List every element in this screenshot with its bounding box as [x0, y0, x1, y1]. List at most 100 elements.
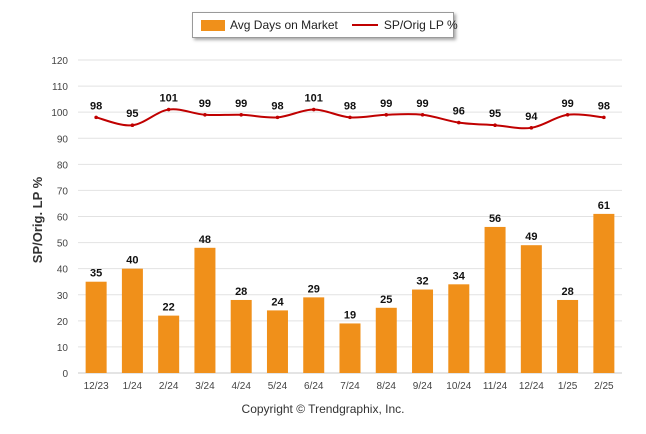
y-tick-label: 80: [57, 160, 69, 171]
line-point: [493, 123, 497, 128]
line-data-label: 99: [235, 98, 247, 110]
line-series: [94, 107, 606, 130]
bar: [266, 310, 288, 373]
x-axis-ticks: 12/23 1/24 2/24 3/24 4/24 5/24 6/24 7/24 8/24 9/2…: [84, 381, 614, 392]
x-tick-label: 2/24: [159, 381, 179, 392]
line-point: [565, 112, 570, 117]
x-tick-label: 11/24: [483, 381, 508, 392]
bar-data-label: 29: [308, 283, 320, 295]
y-tick-label: 120: [51, 56, 68, 67]
x-tick-label: 6/24: [304, 381, 324, 392]
bar-data-label: 40: [126, 255, 138, 267]
y-axis-label: SP/Orig. LP %: [30, 176, 45, 263]
bar: [158, 315, 180, 373]
line-data-label: 98: [598, 100, 610, 112]
line-data-label: 99: [199, 98, 211, 110]
bar-data-label: 56: [489, 213, 501, 225]
bar: [593, 213, 615, 373]
line-point: [203, 112, 207, 117]
bar: [85, 281, 107, 373]
line-point: [275, 115, 280, 120]
bar: [412, 289, 434, 373]
line-data-labels: 98 95 101 99 99 98 101 98 99 99 96 95 94 99 98: [90, 93, 610, 123]
legend-item-bar: Avg Days on Market: [201, 18, 338, 32]
x-tick-label: 12/24: [519, 381, 544, 392]
y-tick-label: 60: [57, 213, 69, 224]
bar-data-label: 34: [453, 270, 466, 282]
line-point: [529, 126, 534, 130]
y-tick-label: 20: [57, 317, 69, 328]
x-tick-label: 1/25: [558, 381, 578, 392]
y-axis-ticks: 0 10 20 30 40 50 60 70 80 90 100 110 120: [51, 56, 68, 380]
x-tick-label: 12/23: [84, 381, 109, 392]
x-tick-label: 7/24: [340, 381, 360, 392]
y-tick-label: 50: [57, 239, 69, 250]
legend-label-bar: Avg Days on Market: [230, 18, 338, 32]
bar: [557, 299, 579, 373]
line-data-label: 101: [305, 93, 323, 105]
x-tick-label: 5/24: [268, 381, 288, 392]
x-tick-label: 3/24: [195, 381, 215, 392]
copyright-footer: Copyright © Trendgraphix, Inc.: [241, 402, 405, 416]
bar-data-label: 28: [561, 286, 573, 298]
line-data-label: 94: [525, 111, 538, 123]
y-tick-label: 90: [57, 134, 69, 145]
bar: [375, 307, 397, 373]
line-data-label: 99: [561, 98, 573, 110]
bar: [448, 284, 470, 373]
bar-data-label: 24: [271, 296, 284, 308]
legend-label-line: SP/Orig LP %: [383, 18, 458, 32]
bar-data-label: 32: [416, 276, 428, 288]
x-tick-label: 8/24: [377, 381, 397, 392]
line-point: [384, 112, 389, 117]
legend-item-line: SP/Orig LP %: [351, 18, 458, 32]
bar-series: [85, 213, 615, 373]
line-point: [311, 107, 316, 112]
x-tick-label: 2/25: [594, 381, 614, 392]
line-data-label: 99: [380, 98, 392, 110]
line-data-label: 96: [453, 106, 465, 118]
y-tick-label: 110: [52, 82, 68, 93]
y-tick-label: 40: [57, 265, 69, 276]
x-tick-label: 9/24: [413, 381, 433, 392]
line-data-label: 98: [344, 100, 356, 112]
y-tick-label: 10: [57, 343, 69, 354]
bar: [484, 226, 506, 373]
bar: [194, 247, 216, 373]
bar: [303, 297, 325, 373]
line-point: [457, 120, 461, 125]
line-data-label: 99: [416, 98, 428, 110]
line-point: [166, 107, 171, 112]
bar-data-label: 35: [90, 268, 102, 280]
bar-data-label: 19: [344, 309, 356, 321]
line-point: [348, 115, 352, 120]
line-data-label: 98: [271, 100, 283, 112]
x-tick-label: 4/24: [231, 381, 251, 392]
y-tick-label: 30: [57, 291, 69, 302]
line-point: [94, 115, 98, 120]
x-tick-label: 10/24: [446, 381, 471, 392]
line-data-label: 98: [90, 100, 102, 112]
bar-data-label: 49: [525, 231, 537, 243]
line-data-label: 95: [489, 108, 501, 120]
bar-data-label: 22: [163, 302, 175, 314]
bar: [121, 268, 143, 373]
y-tick-label: 100: [51, 108, 68, 119]
legend-swatch-bar: [201, 19, 225, 31]
bar: [520, 245, 542, 373]
line-point: [239, 112, 243, 117]
bar-data-label: 61: [598, 200, 610, 212]
y-tick-label: 0: [62, 369, 68, 380]
legend-swatch-line: [351, 24, 378, 26]
legend: Avg Days on Market SP/Orig LP %: [192, 12, 458, 38]
y-tick-label: 70: [57, 186, 69, 197]
x-tick-label: 1/24: [123, 381, 143, 392]
bar: [339, 323, 361, 373]
bar: [230, 299, 252, 373]
line-point: [420, 112, 425, 117]
line-point: [130, 123, 135, 128]
bar-data-labels: 35 40 22 48 28 24 29 19 25 32 34 56 49 28 61: [90, 200, 610, 322]
bar-data-label: 48: [199, 234, 211, 246]
bar-data-label: 25: [380, 294, 392, 306]
